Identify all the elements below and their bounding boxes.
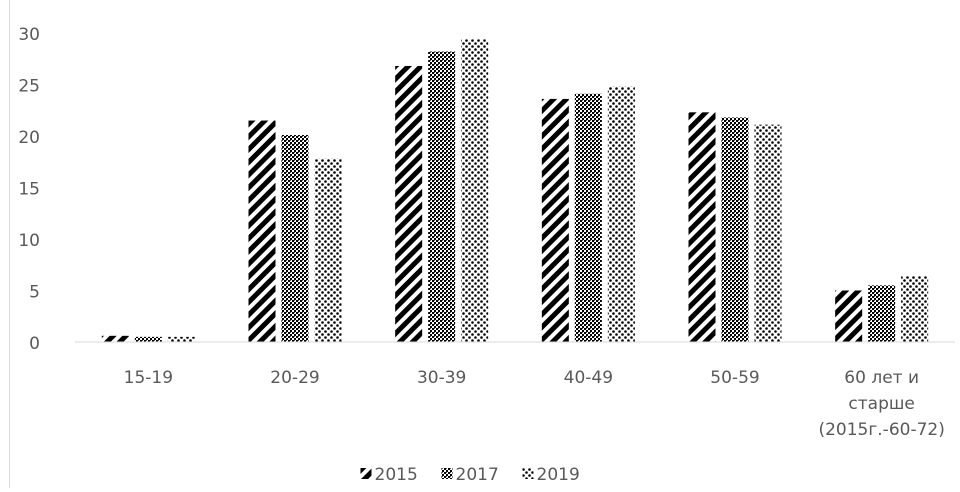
bar-2015-4 <box>688 112 716 342</box>
bar-2017-3 <box>574 93 602 343</box>
y-tick-label: 5 <box>29 283 40 303</box>
legend: 2015 2017 2019 <box>360 465 580 485</box>
bar-2015-5 <box>835 290 863 342</box>
left-edge-line <box>9 0 10 488</box>
bar-2017-5 <box>868 285 896 342</box>
bar-2015-0 <box>101 335 129 342</box>
bar-2019-5 <box>901 276 929 342</box>
legend-swatch-2015 <box>360 468 372 479</box>
legend-label: 2015 <box>375 465 418 485</box>
bar-2017-0 <box>134 336 162 342</box>
y-tick-label: 15 <box>18 180 40 200</box>
bar-2017-2 <box>428 51 456 342</box>
x-tick-label: (2015г.-60-72) <box>818 420 944 440</box>
legend-swatch-2019 <box>522 468 534 479</box>
y-tick-label: 30 <box>18 25 40 45</box>
legend-swatch-2017 <box>441 468 453 479</box>
bar-2017-4 <box>721 117 749 343</box>
bars <box>101 39 929 343</box>
x-tick-label: 15-19 <box>124 368 173 388</box>
bar-2017-1 <box>281 134 309 342</box>
bar-2015-2 <box>395 65 423 343</box>
x-tick-label: старше <box>848 394 914 414</box>
x-tick-label: 20-29 <box>270 368 319 388</box>
bar-2019-0 <box>167 336 195 342</box>
y-tick-label: 10 <box>18 231 40 251</box>
bar-2019-4 <box>754 124 782 342</box>
y-tick-label: 25 <box>18 77 40 97</box>
bar-2019-1 <box>314 158 342 342</box>
x-tick-label: 60 лет и <box>844 368 919 388</box>
x-tick-label: 30-39 <box>417 368 466 388</box>
bar-2015-3 <box>541 98 569 342</box>
y-tick-label: 20 <box>18 128 40 148</box>
legend-label: 2019 <box>537 465 580 485</box>
y-axis-labels: 0 5 10 15 20 25 30 <box>18 25 40 354</box>
x-tick-label: 50-59 <box>710 368 759 388</box>
bar-2015-1 <box>248 120 276 342</box>
y-tick-label: 0 <box>29 334 40 354</box>
legend-label: 2017 <box>456 465 499 485</box>
bar-2019-2 <box>461 39 489 343</box>
x-tick-label: 40-49 <box>564 368 613 388</box>
bar-2019-3 <box>607 86 635 342</box>
x-axis-labels: 15-19 20-29 30-39 40-49 50-59 60 лет и старше (… <box>124 368 945 440</box>
